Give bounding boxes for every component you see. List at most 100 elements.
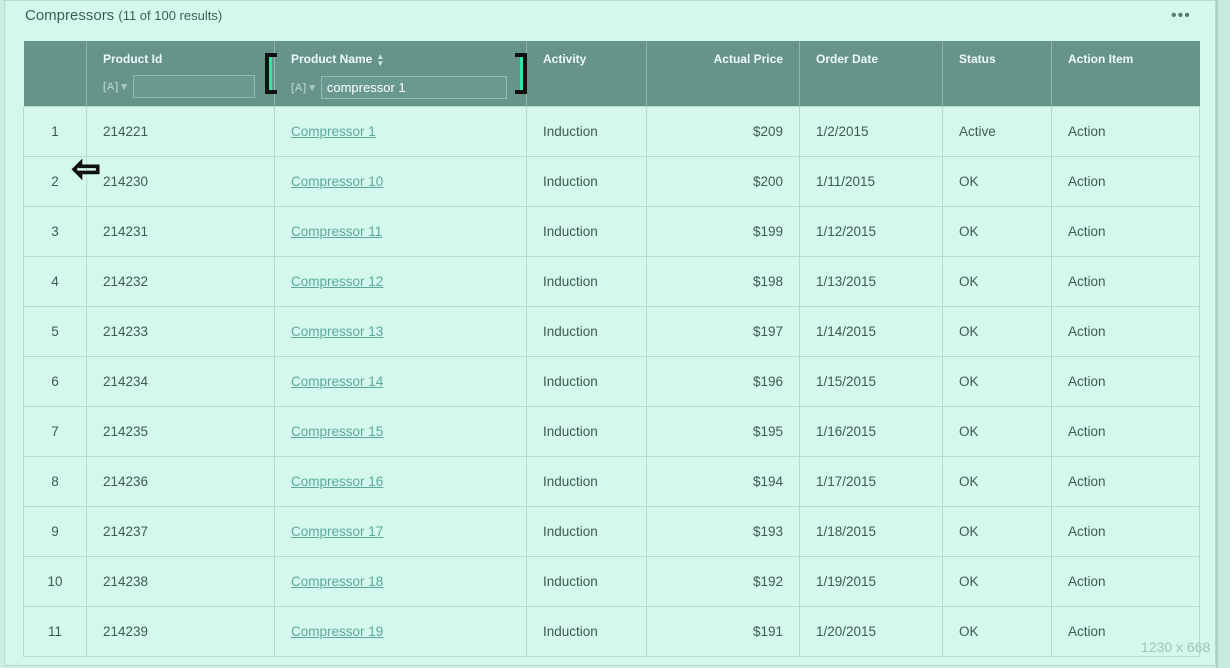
cell-activity: Induction: [526, 255, 647, 307]
col-status[interactable]: Status: [942, 41, 1052, 106]
cell-product-name-link: Compressor 13: [274, 305, 527, 357]
table-row[interactable]: 2 214230 Compressor 10 Induction $200 1/11/20…: [23, 155, 1200, 207]
cell-product-id: 214234: [86, 355, 275, 407]
cell-order-date: 1/2/2015: [799, 105, 943, 157]
cell-row-index: 3: [23, 205, 87, 257]
cell-status: OK: [942, 605, 1052, 657]
cell-order-date: 1/13/2015: [799, 255, 943, 307]
cell-action-item: Action: [1051, 505, 1200, 557]
cell-status: OK: [942, 305, 1052, 357]
table-row[interactable]: 1 214221 Compressor 1 Induction $209 1/2/2015…: [23, 105, 1200, 157]
cell-row-index: 1: [23, 105, 87, 157]
cell-actual-price: $192: [646, 555, 800, 607]
cell-actual-price: $193: [646, 505, 800, 557]
cell-product-name-link: Compressor 11: [274, 205, 527, 257]
cell-row-index: 5: [23, 305, 87, 357]
table-row[interactable]: 8 214236 Compressor 16 Induction $194 1/17/20…: [23, 455, 1200, 507]
pointer-arrow-icon: ⇦: [71, 150, 101, 188]
cell-row-index: 4: [23, 255, 87, 307]
cell-activity: Induction: [526, 605, 647, 657]
compressors-panel: Compressors (11 of 100 results) ••• Prod…: [4, 0, 1216, 666]
table-row[interactable]: 9 214237 Compressor 17 Induction $193 1/18/20…: [23, 505, 1200, 557]
cell-action-item: Action: [1051, 455, 1200, 507]
col-product-id[interactable]: Product Id [A] ▾: [86, 41, 275, 106]
table-row[interactable]: 11 214239 Compressor 19 Induction $191 1/20/2…: [23, 605, 1200, 657]
cell-order-date: 1/19/2015: [799, 555, 943, 607]
cell-order-date: 1/17/2015: [799, 455, 943, 507]
cell-product-name-link: Compressor 16: [274, 455, 527, 507]
cell-product-id: 214233: [86, 305, 275, 357]
product-name-link[interactable]: Compressor 15: [291, 423, 384, 439]
cell-order-date: 1/14/2015: [799, 305, 943, 357]
product-name-link[interactable]: Compressor 14: [291, 373, 384, 389]
cell-action-item: Action: [1051, 305, 1200, 357]
product-name-link[interactable]: Compressor 1: [291, 123, 376, 139]
cell-activity: Induction: [526, 155, 647, 207]
product-name-link[interactable]: Compressor 16: [291, 473, 384, 489]
table-row[interactable]: 5 214233 Compressor 13 Induction $197 1/14/20…: [23, 305, 1200, 357]
cell-actual-price: $199: [646, 205, 800, 257]
cell-product-id: 214232: [86, 255, 275, 307]
col-order-date[interactable]: Order Date: [799, 41, 943, 106]
col-action-item[interactable]: Action Item: [1051, 41, 1200, 106]
cell-activity: Induction: [526, 455, 647, 507]
cell-action-item: Action: [1051, 205, 1200, 257]
compressors-table: Product Id [A] ▾ Product Name▲▼ [A] ▾ Ac…: [23, 41, 1200, 657]
filter-type-icon[interactable]: [A] ▾: [291, 81, 315, 94]
table-row[interactable]: 7 214235 Compressor 15 Induction $195 1/16/20…: [23, 405, 1200, 457]
cell-row-index: 9: [23, 505, 87, 557]
sort-icon[interactable]: ▲ ▼: [376, 51, 385, 68]
product-name-filter-input[interactable]: [320, 75, 507, 99]
product-name-link[interactable]: Compressor 17: [291, 523, 384, 539]
filter-type-icon[interactable]: [A] ▾: [103, 81, 127, 93]
table-row[interactable]: 10 214238 Compressor 18 Induction $192 1/19/2…: [23, 555, 1200, 607]
cell-row-index: 10: [23, 555, 87, 607]
product-id-filter-input[interactable]: [132, 75, 255, 98]
cell-product-id: 214238: [86, 555, 275, 607]
cell-action-item: Action: [1051, 605, 1200, 657]
product-name-link[interactable]: Compressor 12: [291, 273, 384, 289]
cell-action-item: Action: [1051, 405, 1200, 457]
cell-action-item: Action: [1051, 155, 1200, 207]
table-row[interactable]: 4 214232 Compressor 12 Induction $198 1/13/20…: [23, 255, 1200, 307]
cell-action-item: Action: [1051, 255, 1200, 307]
product-name-link[interactable]: Compressor 18: [291, 573, 384, 589]
side-panel-edge: [1216, 0, 1230, 668]
cell-product-id: 214221: [86, 105, 275, 157]
cell-row-index: 8: [23, 455, 87, 507]
cell-product-id: 214236: [86, 455, 275, 507]
cell-product-name-link: Compressor 15: [274, 405, 527, 457]
cell-activity: Induction: [526, 405, 647, 457]
product-name-link[interactable]: Compressor 19: [291, 623, 384, 639]
cell-actual-price: $200: [646, 155, 800, 207]
cell-product-id: 214235: [86, 405, 275, 457]
cell-actual-price: $194: [646, 455, 800, 507]
col-product-name[interactable]: Product Name ▲ ▼ [A] ▾: [274, 41, 527, 106]
cell-actual-price: $196: [646, 355, 800, 407]
cell-row-index: 2: [23, 155, 87, 207]
col-activity[interactable]: Activity: [526, 41, 647, 106]
cell-order-date: 1/20/2015: [799, 605, 943, 657]
table-row[interactable]: 3 214231 Compressor 11 Induction $199 1/12/20…: [23, 205, 1200, 257]
cell-actual-price: $198: [646, 255, 800, 307]
col-actual-price[interactable]: Actual Price: [646, 41, 800, 106]
more-options-icon[interactable]: •••: [1171, 7, 1191, 24]
cell-activity: Induction: [526, 305, 647, 357]
highlight-bracket-right: [515, 53, 527, 94]
product-name-link[interactable]: Compressor 10: [291, 173, 384, 189]
cell-product-id: 214230: [86, 155, 275, 207]
header-label: Product Id: [103, 52, 163, 66]
cell-product-name-link: Compressor 1: [274, 105, 527, 157]
panel-title: Compressors (11 of 100 results): [25, 7, 222, 24]
dimensions-watermark: 1230 x 668: [1141, 639, 1211, 655]
product-name-link[interactable]: Compressor 11: [291, 223, 383, 239]
product-name-link[interactable]: Compressor 13: [291, 323, 384, 339]
cell-activity: Induction: [526, 555, 647, 607]
cell-action-item: Action: [1051, 555, 1200, 607]
highlight-bracket-left: [265, 53, 277, 94]
cell-product-name-link: Compressor 12: [274, 255, 527, 307]
cell-actual-price: $197: [646, 305, 800, 357]
table-row[interactable]: 6 214234 Compressor 14 Induction $196 1/15/20…: [23, 355, 1200, 407]
cell-product-id: 214237: [86, 505, 275, 557]
cell-activity: Induction: [526, 355, 647, 407]
